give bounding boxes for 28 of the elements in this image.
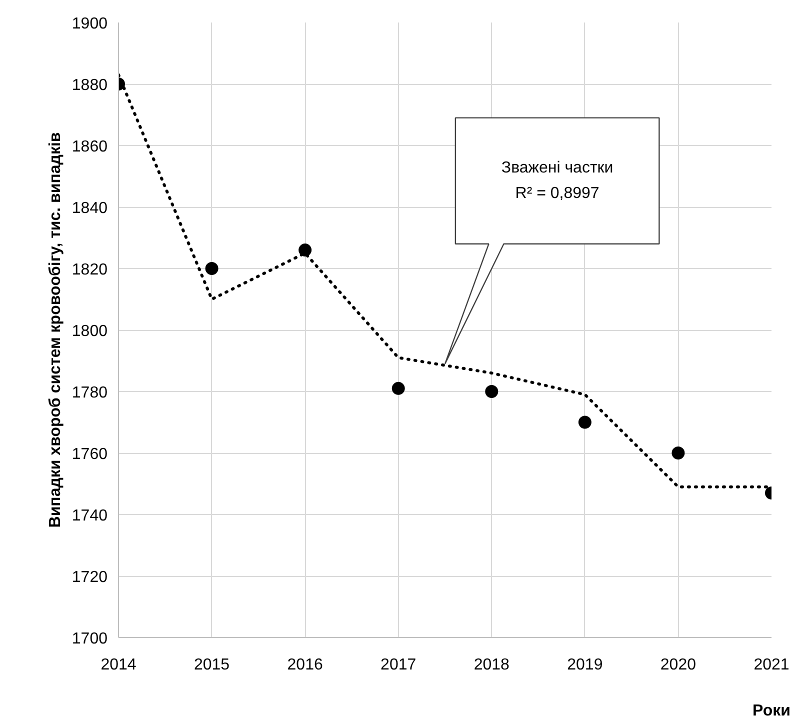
x-tick-label: 2020 [660,656,696,674]
y-axis-title: Випадки хвороб систем кровообігу, тис. випадків [46,132,64,528]
y-tick-label: 1760 [72,446,108,463]
x-axis-title: Роки [752,702,790,720]
x-tick-label: 2014 [100,656,136,674]
point [672,446,685,460]
y-tick-label: 1840 [72,200,108,217]
y-tick-label: 1820 [72,262,108,278]
y-tick-label: 1900 [72,16,108,32]
x-tick-label: 2021 [754,656,790,674]
point [298,244,312,257]
y-tick-label: 1720 [72,569,108,586]
x-tick-label: 2016 [287,656,323,674]
point [205,262,218,275]
x-tick-label: 2017 [380,656,416,674]
x-tick-label: 2015 [194,656,230,674]
point [578,416,592,429]
point [392,382,405,395]
y-tick-label: 1880 [72,77,108,94]
point [485,385,498,398]
y-tick-label: 1700 [72,630,108,648]
y-tick-label: 1860 [72,138,108,156]
x-tick-label: 2018 [474,656,510,674]
y-tick-label: 1740 [72,508,108,524]
x-tick-label: 2019 [567,656,603,674]
y-tick-label: 1800 [72,323,108,340]
y-tick-label: 1780 [72,384,108,402]
annotation: Зважені частки R² = 0,8997 [501,160,614,202]
